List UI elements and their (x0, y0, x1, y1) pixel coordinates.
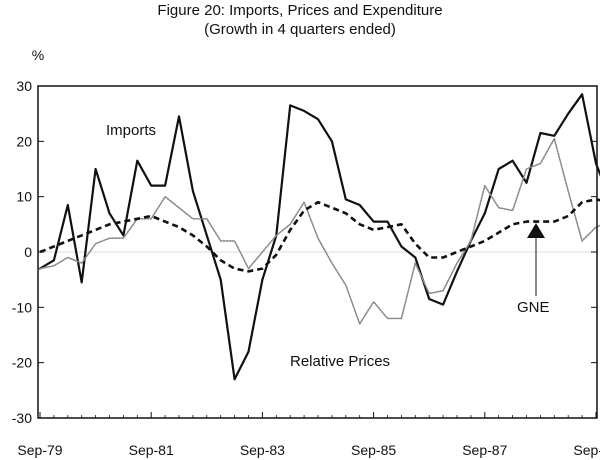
annotation-imports: Imports (106, 122, 156, 139)
x-tick-label: Sep-79 (17, 442, 62, 458)
y-tick-label: 10 (16, 189, 32, 205)
series-lines (38, 93, 600, 381)
annotation-relative-prices: Relative Prices (290, 353, 390, 370)
series-gne (39, 198, 600, 273)
chart-subtitle: (Growth in 4 quarters ended) (204, 21, 396, 38)
y-tick-label: 0 (24, 244, 32, 260)
x-tick-label: Sep-87 (462, 442, 507, 458)
y-tick-label: 30 (16, 78, 32, 94)
x-tick-label: Sep-83 (240, 442, 285, 458)
axes-labels: 30 20 10 0 -10 -20 -30 Sep-79 Sep-81 Sep-83 Sep-85… (12, 78, 600, 458)
y-axis-label: % (32, 47, 44, 63)
chart-title: Figure 20: Imports, Prices and Expenditu… (157, 2, 443, 19)
series-relative-prices (39, 137, 600, 325)
x-tick-label: Sep-85 (351, 442, 396, 458)
x-tick-label: Sep-89 (573, 442, 600, 458)
gne-pointer-arrowhead (527, 223, 545, 238)
y-tick-label: -10 (12, 299, 32, 315)
y-tick-label: -20 (12, 355, 32, 371)
annotations: Imports Relative Prices GNE (106, 122, 550, 370)
y-tick-label: -30 (12, 410, 32, 426)
series-imports (38, 93, 600, 381)
annotation-gne: GNE (517, 299, 550, 316)
x-tick-label: Sep-81 (129, 442, 174, 458)
y-tick-label: 20 (16, 133, 32, 149)
